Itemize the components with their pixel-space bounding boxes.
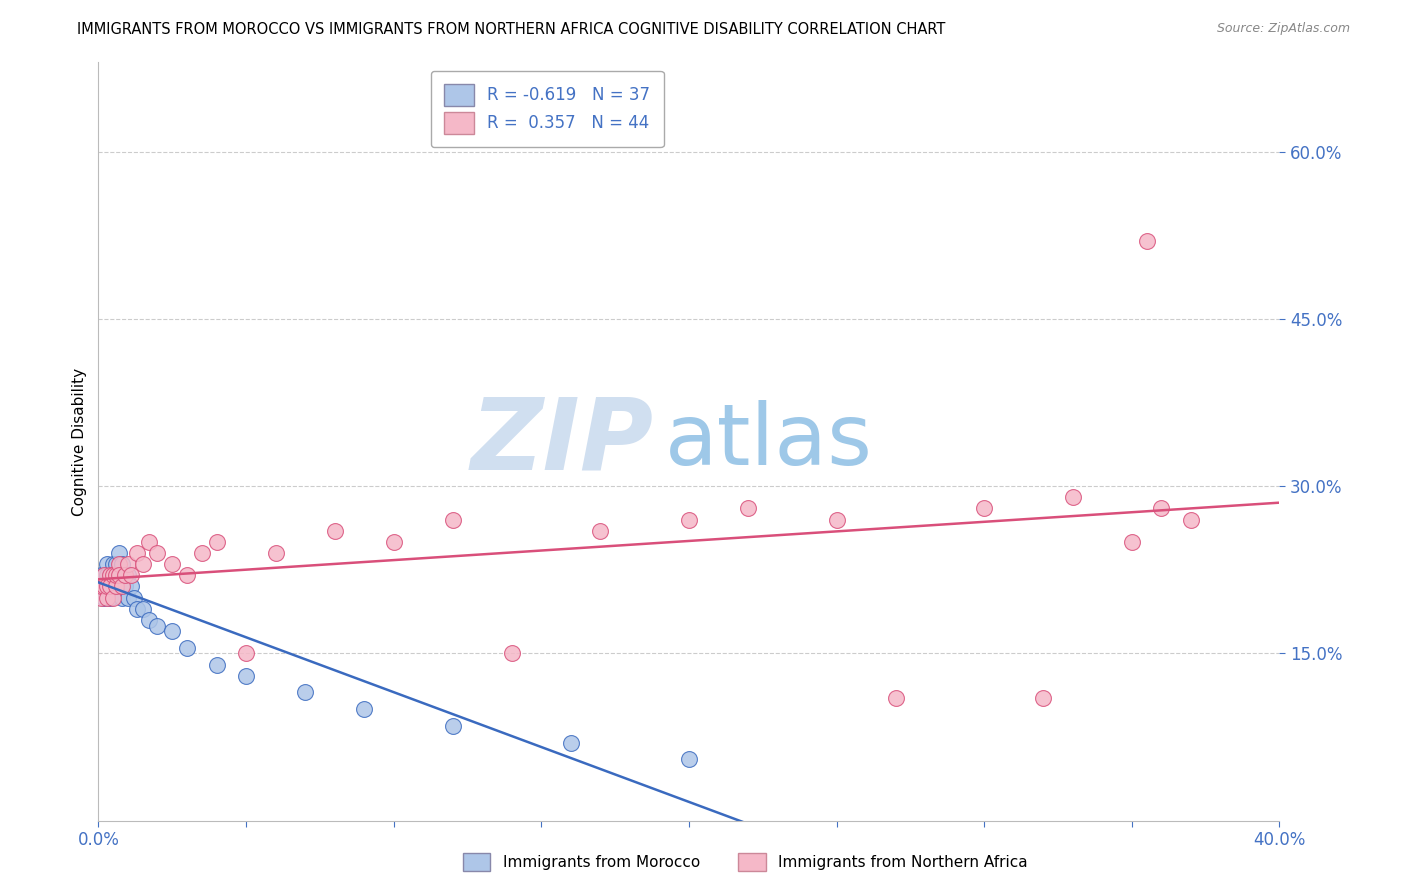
Y-axis label: Cognitive Disability: Cognitive Disability — [72, 368, 87, 516]
Point — [90, 580, 112, 594]
Point — [90, 591, 112, 605]
Point — [93, 568, 115, 582]
Point — [132, 557, 155, 572]
Point — [98, 568, 121, 582]
Point — [125, 546, 148, 560]
Point — [90, 580, 112, 594]
Point — [117, 591, 139, 605]
Point — [235, 669, 257, 683]
Point — [353, 702, 375, 716]
Point — [111, 591, 134, 605]
Text: Source: ZipAtlas.com: Source: ZipAtlas.com — [1216, 22, 1350, 36]
Point — [111, 557, 134, 572]
Point — [1032, 690, 1054, 705]
Point — [560, 735, 582, 749]
Point — [294, 685, 316, 699]
Point — [825, 512, 848, 526]
Point — [589, 524, 612, 538]
Point — [108, 568, 131, 582]
Point — [1136, 234, 1159, 248]
Point — [1150, 501, 1173, 516]
Point — [162, 624, 183, 639]
Point — [191, 546, 214, 560]
Point — [96, 580, 118, 594]
Point — [1180, 512, 1202, 526]
Point — [98, 580, 121, 594]
Point — [103, 568, 125, 582]
Point — [96, 568, 118, 582]
Point — [323, 524, 346, 538]
Point — [138, 613, 160, 627]
Point — [103, 557, 125, 572]
Point — [146, 618, 169, 632]
Point — [108, 546, 131, 560]
Legend: Immigrants from Morocco, Immigrants from Northern Africa: Immigrants from Morocco, Immigrants from… — [457, 847, 1033, 877]
Point — [1062, 491, 1084, 505]
Point — [93, 580, 115, 594]
Point — [162, 557, 183, 572]
Point — [132, 602, 155, 616]
Point — [105, 580, 128, 594]
Legend: R = -0.619   N = 37, R =  0.357   N = 44: R = -0.619 N = 37, R = 0.357 N = 44 — [430, 70, 664, 147]
Point — [884, 690, 907, 705]
Point — [105, 557, 128, 572]
Point — [678, 512, 700, 526]
Point — [98, 568, 121, 582]
Point — [117, 557, 139, 572]
Point — [678, 752, 700, 766]
Point — [120, 568, 142, 582]
Point — [235, 646, 257, 660]
Text: ZIP: ZIP — [471, 393, 654, 490]
Point — [501, 646, 523, 660]
Point — [108, 557, 131, 572]
Point — [264, 546, 287, 560]
Point — [1121, 535, 1143, 549]
Point — [98, 568, 121, 582]
Point — [441, 719, 464, 733]
Point — [90, 568, 112, 582]
Point — [108, 568, 131, 582]
Point — [105, 568, 128, 582]
Point — [114, 568, 136, 582]
Point — [973, 501, 995, 516]
Point — [93, 568, 115, 582]
Point — [120, 580, 142, 594]
Point — [382, 535, 405, 549]
Point — [105, 580, 128, 594]
Point — [96, 591, 118, 605]
Point — [122, 591, 145, 605]
Point — [111, 580, 134, 594]
Point — [441, 512, 464, 526]
Point — [114, 580, 136, 594]
Point — [176, 568, 198, 582]
Point — [125, 602, 148, 616]
Point — [205, 535, 228, 549]
Point — [96, 580, 118, 594]
Point — [205, 657, 228, 672]
Text: IMMIGRANTS FROM MOROCCO VS IMMIGRANTS FROM NORTHERN AFRICA COGNITIVE DISABILITY : IMMIGRANTS FROM MOROCCO VS IMMIGRANTS FR… — [77, 22, 946, 37]
Point — [93, 591, 115, 605]
Text: atlas: atlas — [665, 400, 873, 483]
Point — [117, 568, 139, 582]
Point — [737, 501, 759, 516]
Point — [98, 591, 121, 605]
Point — [96, 557, 118, 572]
Point — [103, 591, 125, 605]
Point — [146, 546, 169, 560]
Point — [103, 568, 125, 582]
Point — [138, 535, 160, 549]
Point — [176, 640, 198, 655]
Point — [103, 580, 125, 594]
